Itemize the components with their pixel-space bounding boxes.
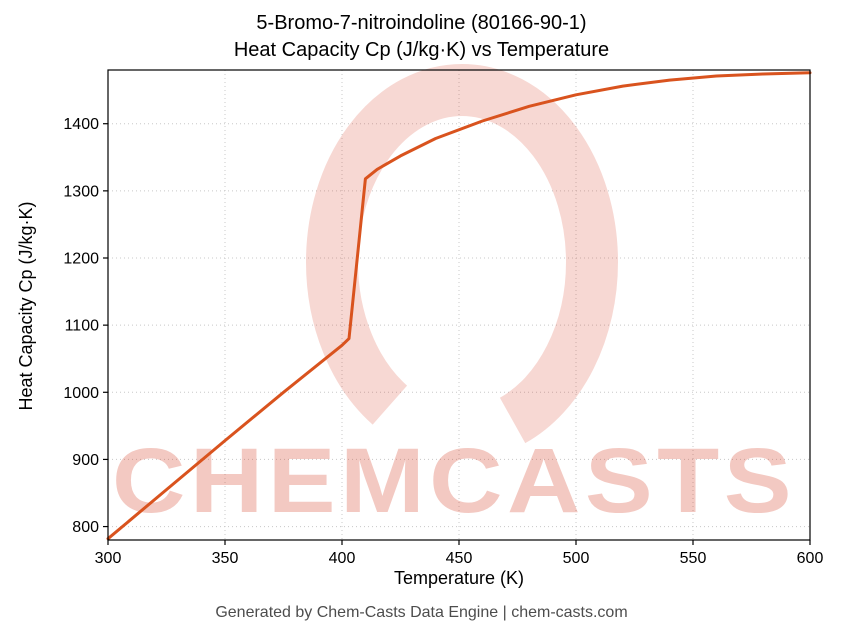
- gridlines: [107, 70, 811, 540]
- y-tick-label: 800: [72, 519, 99, 536]
- y-tick-label: 1400: [63, 116, 99, 133]
- x-axis-label: Temperature (K): [393, 568, 525, 588]
- x-tick-label: 600: [797, 550, 824, 567]
- watermark-logo-ring: [306, 64, 618, 460]
- watermark-text: CHEMCASTS: [112, 430, 796, 532]
- x-tick-label: 350: [212, 550, 239, 567]
- chart-title: 5-Bromo-7-nitroindoline (80166-90-1) Hea…: [0, 10, 843, 64]
- x-tick-label: 300: [95, 550, 122, 567]
- y-tick-label: 1000: [63, 385, 99, 402]
- x-tick-label: 450: [446, 550, 473, 567]
- x-tick-label: 500: [563, 550, 590, 567]
- cp-data-line: [106, 71, 812, 541]
- tick-marks: [103, 123, 811, 545]
- chart-title-line1: 5-Bromo-7-nitroindoline (80166-90-1): [256, 12, 587, 34]
- y-tick-label: 1300: [63, 183, 99, 200]
- x-tick-label: 400: [329, 550, 356, 567]
- chart-title-line2: Heat Capacity Cp (J/kg·K) vs Temperature: [233, 39, 610, 61]
- y-tick-label: 1100: [65, 318, 100, 335]
- x-tick-label: 550: [680, 550, 707, 567]
- y-tick-label: 1200: [63, 251, 99, 268]
- y-axis-label: Heat Capacity Cp (J/kg·K): [16, 201, 36, 411]
- tick-labels: 300 350 400 450 500 550 600 800 900 1000 1100 1200 1…: [63, 116, 823, 567]
- y-tick-label: 900: [72, 452, 99, 469]
- footer-credit: Generated by Chem-Casts Data Engine | ch…: [215, 604, 628, 621]
